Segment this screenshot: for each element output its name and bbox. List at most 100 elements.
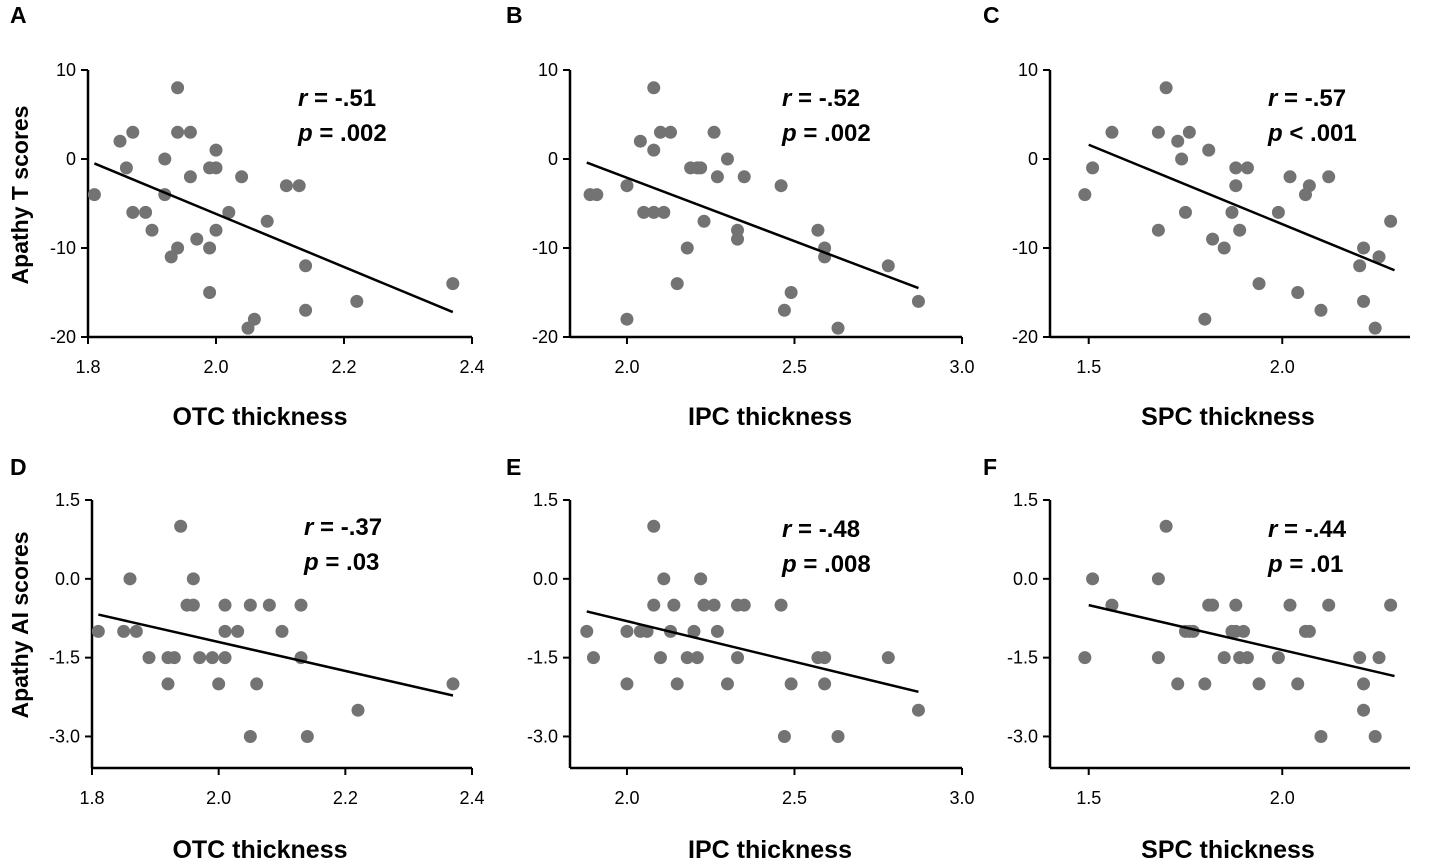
data-point xyxy=(183,125,197,139)
y-tick-label: -10 xyxy=(532,238,558,258)
data-point xyxy=(171,241,185,255)
stat-p-value: = .01 xyxy=(1283,551,1344,578)
x-tick-label: 1.5 xyxy=(1076,788,1101,808)
data-point xyxy=(694,572,708,586)
data-point xyxy=(212,677,226,691)
data-point xyxy=(777,303,791,317)
data-point xyxy=(171,125,185,139)
data-point xyxy=(1086,161,1100,175)
stat-p: p = .002 xyxy=(781,120,871,147)
stat-r-value: = -.44 xyxy=(1277,516,1346,543)
x-tick-label: 1.5 xyxy=(1076,357,1101,377)
data-point xyxy=(731,651,745,665)
stat-p-symbol: p xyxy=(781,551,797,578)
data-point xyxy=(1105,598,1119,612)
data-point xyxy=(1357,241,1371,255)
data-point xyxy=(657,205,671,219)
data-point xyxy=(186,572,200,586)
panel-e: E -3.0 -1.5 0.0 1.5 2.0 2.5 3.0 IPC thickness r =… xyxy=(506,454,975,864)
data-point xyxy=(737,598,751,612)
data-point xyxy=(640,624,654,638)
data-point xyxy=(218,598,232,612)
data-point xyxy=(1206,232,1220,246)
stat-p: p = .03 xyxy=(303,549,379,576)
data-point xyxy=(231,624,245,638)
regression-line xyxy=(93,162,454,314)
x-tick-label: 2.4 xyxy=(459,788,484,808)
panel-letter: D xyxy=(10,454,27,480)
data-point xyxy=(292,179,306,193)
stat-r: r = -.37 xyxy=(304,514,382,541)
data-point xyxy=(1357,703,1371,717)
data-point xyxy=(1353,259,1367,273)
data-point xyxy=(209,143,223,157)
data-point xyxy=(731,232,745,246)
data-point xyxy=(1291,286,1305,299)
data-point xyxy=(1240,161,1254,175)
data-point xyxy=(1078,188,1092,202)
data-point xyxy=(1171,677,1185,691)
data-point xyxy=(818,651,832,665)
data-point xyxy=(126,125,140,139)
data-point xyxy=(1252,677,1266,691)
panel-letter: E xyxy=(506,454,521,480)
data-point xyxy=(1372,250,1386,264)
stat-p: p < .001 xyxy=(1267,120,1357,147)
data-point xyxy=(620,624,634,638)
stat-p-value: = .002 xyxy=(313,120,387,147)
data-point xyxy=(294,598,308,612)
stat-p: p = .002 xyxy=(297,120,387,147)
x-tick-label: 2.5 xyxy=(782,788,807,808)
data-point xyxy=(647,143,661,157)
data-point xyxy=(647,519,661,533)
data-point xyxy=(1314,303,1328,317)
stat-p-symbol: p xyxy=(781,120,797,147)
data-point xyxy=(145,223,159,237)
x-tick-label: 2.0 xyxy=(614,357,639,377)
stat-r-value: = -.37 xyxy=(313,514,382,541)
stat-r-symbol: r xyxy=(1268,85,1279,112)
data-point xyxy=(243,598,257,612)
stat-r-value: = -.52 xyxy=(791,85,860,112)
panel-letter: B xyxy=(506,2,523,28)
data-point xyxy=(710,170,724,184)
data-point xyxy=(243,729,257,743)
x-tick-label: 1.8 xyxy=(79,788,104,808)
data-point xyxy=(161,677,175,691)
stat-p-symbol: p xyxy=(303,549,319,576)
y-tick-label: -3.0 xyxy=(1007,726,1038,746)
data-point xyxy=(300,729,314,743)
data-point xyxy=(183,170,197,184)
data-point xyxy=(351,703,365,717)
data-point xyxy=(1322,598,1336,612)
data-point xyxy=(1229,161,1243,175)
data-point xyxy=(299,259,313,273)
y-tick-label: 10 xyxy=(538,60,558,80)
panel-b: B -20 -10 0 10 2.0 2.5 3.0 IPC thickness r = -.52… xyxy=(506,2,975,431)
data-point xyxy=(1151,125,1165,139)
stat-p-value: = .008 xyxy=(797,551,871,578)
y-tick-label: 10 xyxy=(56,60,76,80)
data-point xyxy=(1252,277,1266,291)
data-point xyxy=(637,205,651,219)
y-tick-label: 0 xyxy=(1028,149,1038,169)
x-tick-label: 2.2 xyxy=(333,788,358,808)
y-tick-label: -10 xyxy=(50,238,76,258)
data-point xyxy=(784,677,798,691)
data-point xyxy=(620,312,634,326)
data-point xyxy=(831,729,845,743)
data-point xyxy=(250,677,264,691)
stat-p-symbol: p xyxy=(1267,551,1283,578)
data-point xyxy=(680,241,694,255)
data-point xyxy=(1240,651,1254,665)
data-point xyxy=(911,703,925,717)
data-point xyxy=(218,624,232,638)
data-point xyxy=(1384,214,1398,228)
data-point xyxy=(1159,519,1173,533)
stat-p-symbol: p xyxy=(1267,120,1283,147)
x-axis-title: OTC thickness xyxy=(172,403,347,431)
data-point xyxy=(620,677,634,691)
data-point xyxy=(1368,729,1382,743)
data-point xyxy=(1271,651,1285,665)
stat-r-symbol: r xyxy=(304,514,315,541)
